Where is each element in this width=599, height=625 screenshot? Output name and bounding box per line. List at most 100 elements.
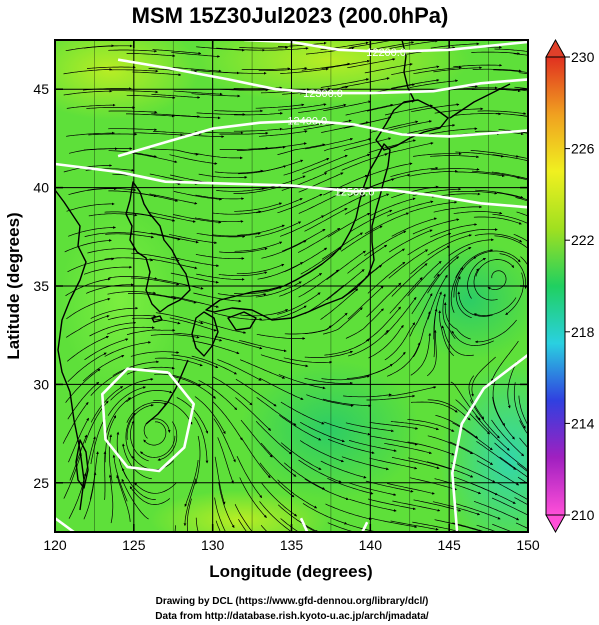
streamline [518, 395, 528, 427]
streamline [341, 77, 390, 88]
colorbar-tick-label: 230 [571, 49, 595, 65]
streamline [282, 121, 331, 130]
streamline [239, 46, 289, 50]
streamline [238, 519, 248, 532]
streamline [217, 437, 234, 484]
streamline [327, 477, 374, 495]
streamline [280, 67, 329, 74]
streamline [366, 394, 416, 401]
streamline [388, 386, 437, 397]
streamline [430, 167, 480, 171]
streamline [456, 171, 505, 178]
streamline [433, 205, 483, 213]
streamline [236, 145, 286, 151]
y-axis-label: Latitude (degrees) [4, 212, 23, 359]
streamline [255, 221, 302, 238]
streamline [519, 420, 528, 436]
streamline [305, 312, 348, 335]
streamline [67, 335, 109, 362]
streamline [215, 520, 221, 532]
streamline [173, 90, 223, 96]
streamline [442, 293, 456, 340]
streamline [345, 422, 394, 433]
streamline [492, 379, 505, 427]
y-tick-label: 25 [33, 475, 49, 491]
streamline [236, 456, 263, 499]
streamline [455, 276, 472, 319]
streamline [472, 68, 522, 73]
streamline [496, 482, 528, 501]
streamline [304, 377, 353, 385]
streamline [455, 249, 494, 278]
streamline [279, 415, 322, 441]
streamline [132, 317, 181, 325]
streamline [217, 71, 267, 75]
streamline [327, 438, 375, 455]
coastline-path [75, 439, 89, 489]
streamline [384, 120, 432, 132]
streamline [104, 341, 152, 357]
streamline [298, 459, 342, 483]
contour-label: 12200.0 [366, 47, 406, 59]
coastline-path [205, 143, 391, 321]
coastline-path [227, 311, 257, 331]
streamline [476, 524, 498, 532]
streamline [450, 267, 463, 313]
streamline [387, 483, 435, 495]
streamline [217, 359, 262, 381]
streamline [84, 231, 134, 237]
streamline [471, 356, 496, 397]
streamline [453, 63, 503, 68]
streamline [321, 59, 370, 69]
streamline [183, 478, 197, 527]
streamline [475, 259, 515, 277]
streamline [171, 52, 221, 58]
streamline [412, 521, 461, 532]
streamline [451, 330, 494, 346]
streamline [448, 191, 498, 195]
streamline [122, 443, 152, 480]
streamline [492, 213, 528, 224]
streamline [87, 187, 137, 192]
streamline [219, 131, 269, 135]
streamline [171, 295, 219, 308]
streamline [487, 270, 507, 290]
y-tick-label: 45 [33, 81, 49, 97]
warm-patch-northwest [55, 40, 200, 120]
streamline [450, 381, 481, 421]
height-contour [117, 119, 528, 158]
streamline [519, 437, 528, 449]
streamline [278, 374, 326, 390]
streamline [364, 351, 406, 377]
streamline [69, 434, 88, 481]
streamline [260, 305, 307, 321]
streamline [66, 314, 110, 338]
streamline [407, 441, 455, 456]
streamline [258, 142, 307, 150]
streamline [66, 297, 111, 320]
streamline [515, 522, 528, 529]
streamline [411, 103, 460, 113]
streamline [390, 166, 439, 178]
streamline [388, 249, 429, 279]
streamline [235, 378, 277, 407]
x-axis-label: Longitude (degrees) [209, 562, 372, 581]
streamline [304, 350, 353, 358]
streamline [280, 401, 325, 425]
streamline [409, 293, 433, 337]
streamline [195, 194, 245, 201]
streamline [168, 233, 218, 245]
streamline [256, 333, 306, 340]
streamline [151, 93, 201, 99]
streamline [413, 499, 462, 512]
streamline [236, 263, 285, 275]
coastline-path [191, 311, 219, 357]
contour-label: 12300.0 [303, 88, 343, 100]
streamline [520, 256, 528, 267]
streamline [306, 394, 354, 407]
streamline [176, 397, 209, 434]
streamline [87, 247, 136, 254]
streamline [472, 170, 521, 179]
credit-drawing: Drawing by DCL (https://www.gfd-dennou.o… [156, 596, 429, 607]
y-tick-label: 35 [33, 278, 49, 294]
